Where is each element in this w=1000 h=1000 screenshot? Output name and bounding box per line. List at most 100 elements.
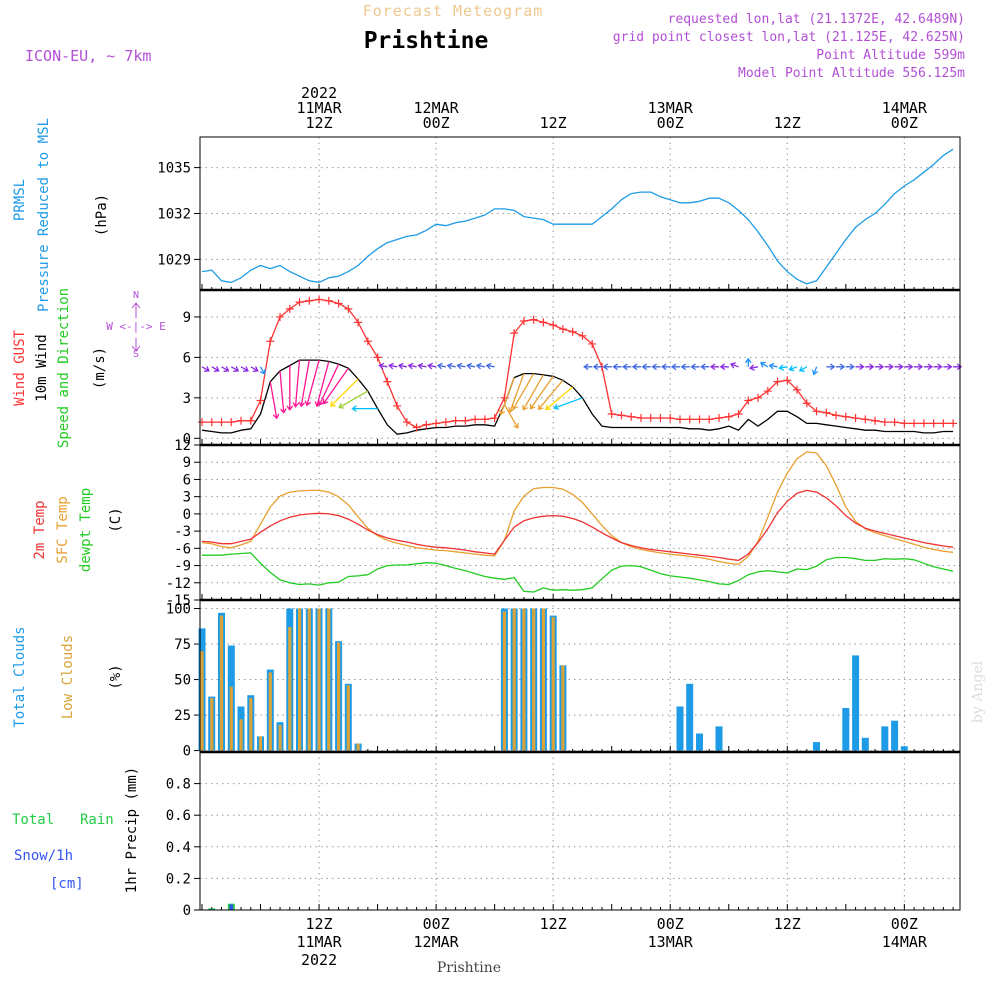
wind-gust-marker	[393, 401, 402, 410]
wind-gust-marker	[451, 416, 460, 425]
total-cloud-bar	[891, 720, 899, 751]
wind-gust-marker	[871, 416, 880, 425]
wind-direction-arrow	[914, 363, 924, 371]
requested-location: requested lon,lat (21.1372E, 42.6489N)	[668, 12, 965, 27]
bottom-time-label: 14MAR	[882, 933, 928, 951]
wind-direction-arrow	[201, 366, 210, 372]
bottom-time-label: 12MAR	[414, 933, 460, 951]
wind-direction-arrow	[397, 362, 408, 370]
model-altitude: Model Point Altitude 556.125m	[738, 66, 965, 81]
wind-gust-marker	[744, 396, 753, 405]
wind-direction-arrow	[259, 366, 266, 375]
bottom-time-label: 2022	[301, 951, 337, 969]
total-cloud-bar	[861, 737, 869, 751]
wind-gust-marker	[539, 318, 548, 327]
wind-gust-marker	[471, 415, 480, 424]
wind-direction-arrow	[503, 404, 519, 429]
wind-direction-arrow	[884, 363, 894, 371]
wind-gust-marker	[685, 415, 694, 424]
wind-direction-arrow	[485, 362, 495, 370]
cloud-label-low: Low Clouds	[60, 635, 76, 719]
wind-direction-arrow	[680, 363, 690, 371]
compass-north: N	[133, 290, 139, 301]
top-time-label: 2022	[301, 84, 337, 102]
bottom-time-label: 12Z	[540, 915, 567, 933]
wind-gust-marker	[724, 412, 733, 421]
top-time-label: 12Z	[774, 114, 801, 132]
wind-direction-arrow	[894, 363, 904, 371]
wind-direction-arrow	[923, 363, 934, 371]
wind-direction-arrow	[545, 386, 574, 411]
wind-direction-arrow	[436, 362, 447, 370]
low-cloud-bar	[278, 725, 282, 751]
pressure-ytick-label: 1035	[157, 161, 191, 177]
wind-direction-arrow	[811, 366, 819, 376]
top-time-label: 11MAR	[296, 99, 342, 117]
wind-gust-marker	[324, 296, 333, 305]
pressure-unit: (hPa)	[94, 194, 110, 236]
footer-station: Prishtine	[437, 960, 501, 976]
wind-gust-marker	[315, 295, 324, 304]
wind-gust-marker	[607, 410, 616, 418]
precip-ytick-label: 0.4	[166, 840, 191, 856]
wind-direction-arrow	[826, 363, 836, 371]
wind-gust-marker	[783, 376, 792, 385]
wind-gust-marker	[344, 304, 353, 313]
clouds-ytick-label: 25	[174, 708, 191, 724]
wind-gust-marker	[285, 304, 294, 313]
point-altitude: Point Altitude 599m	[816, 48, 965, 63]
temp-ytick-label: 3	[183, 490, 191, 506]
wind-direction-arrow	[631, 363, 641, 371]
wind-gust-marker	[354, 318, 363, 327]
temp-ytick-label: 0	[183, 507, 191, 523]
total-cloud-bar	[676, 706, 684, 751]
dewpt-temp-line	[202, 552, 954, 593]
wind-gust-marker	[675, 415, 684, 424]
wind-gust-marker	[207, 418, 216, 427]
bottom-time-label: 00Z	[423, 915, 450, 933]
wind-direction-arrow	[943, 363, 953, 371]
wind-direction-arrow	[378, 362, 388, 370]
wind-direction-arrow	[388, 362, 398, 370]
wind-gust-marker	[266, 337, 275, 346]
precip-label-total: Total	[12, 812, 54, 828]
temp-labels: 2m Temp SFC Temp dewpt Temp (C)	[32, 488, 124, 572]
wind-gust-marker	[715, 414, 724, 423]
top-time-label: 00Z	[891, 114, 918, 132]
total-cloud-bar	[686, 683, 694, 751]
pressure-ytick-label: 1029	[157, 252, 191, 268]
wind-direction-arrow	[553, 397, 583, 410]
wind-direction-arrow	[446, 362, 456, 370]
wind-ytick-label: 6	[183, 350, 191, 366]
wind-direction-arrow	[322, 367, 349, 405]
total-cloud-bar	[900, 746, 908, 751]
low-cloud-bar	[317, 608, 321, 751]
wind-direction-arrow	[904, 363, 914, 371]
wind-direction-arrow	[269, 381, 280, 420]
wind-direction-arrow	[865, 363, 875, 371]
temp-label-sfc: SFC Temp	[55, 496, 71, 563]
wind-gust-marker	[305, 296, 314, 305]
wind-gust-marker	[910, 419, 919, 428]
wind-direction-arrow	[583, 363, 593, 371]
top-time-label: 12Z	[306, 114, 333, 132]
wind-gust-marker	[422, 420, 431, 429]
wind-direction-arrow	[622, 363, 632, 371]
total-cloud-bar	[696, 733, 703, 751]
wind-gust-marker	[646, 414, 655, 423]
pressure-ytick-label: 1032	[157, 207, 191, 223]
wind-direction-arrow	[933, 363, 943, 371]
temp-label-2m: 2m Temp	[32, 500, 48, 559]
wind-gust-marker	[627, 412, 636, 421]
precip-ytick-label: 0.8	[166, 777, 191, 793]
low-cloud-bar	[288, 627, 292, 751]
wind-direction-arrow	[690, 363, 700, 371]
wind-gust-marker	[295, 298, 304, 307]
wind-gust-marker	[841, 412, 850, 421]
clouds-ytick-label: 50	[174, 673, 191, 689]
clouds-ytick-label: 100	[166, 602, 191, 618]
low-cloud-bar	[541, 608, 545, 751]
wind-direction-arrow	[651, 363, 661, 371]
wind-gust-marker	[832, 411, 841, 420]
temp-unit: (C)	[108, 507, 124, 532]
